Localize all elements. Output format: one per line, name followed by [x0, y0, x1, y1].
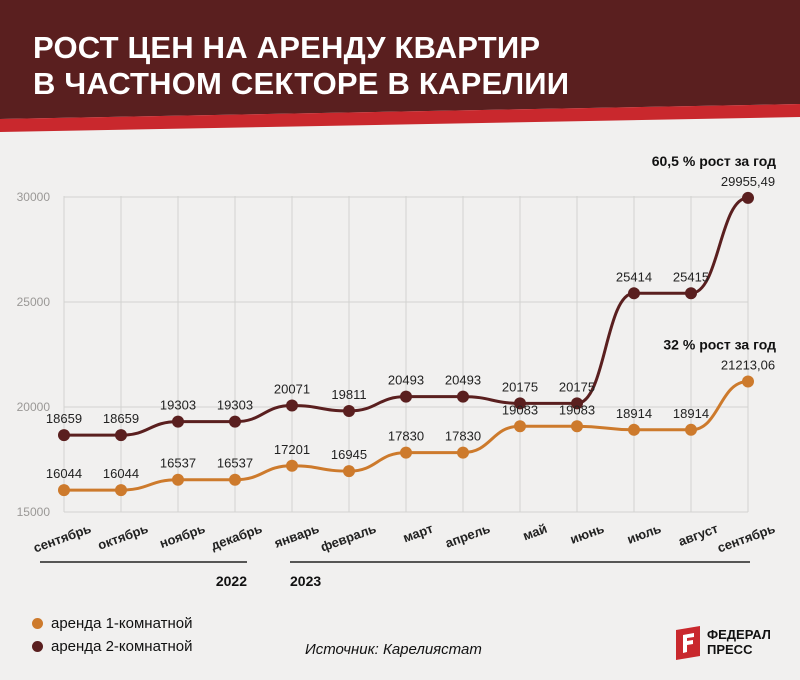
y-tick-label: 30000 [17, 190, 51, 204]
logo-line2: ПРЕСС [707, 642, 753, 657]
data-label-1room: 17201 [274, 442, 310, 457]
data-label-2room: 20493 [388, 373, 424, 388]
data-label-1room: 17830 [388, 429, 424, 444]
data-point-1room [742, 375, 754, 388]
grid-layer [63, 196, 749, 513]
x-tick-label: декабрь [209, 521, 264, 553]
legend-item-1room: аренда 1-комнатной [32, 612, 192, 635]
federal-press-logo-icon [676, 626, 700, 660]
x-tick-label: август [676, 521, 720, 549]
header-background [0, 0, 800, 132]
data-label-1room: 16537 [160, 456, 196, 471]
data-point-1room [115, 484, 127, 497]
data-label-2room: 19303 [217, 398, 253, 413]
data-point-2room [343, 404, 355, 417]
data-label-2room: 29955,49 [721, 174, 775, 189]
data-label-1room: 18914 [673, 406, 709, 421]
year-label: 2022 [216, 573, 247, 589]
legend-swatch-1room [32, 618, 43, 629]
x-tick-label: май [521, 521, 549, 544]
data-label-1room: 21213,06 [721, 358, 775, 373]
data-point-1room [343, 465, 355, 478]
data-label-1room: 16945 [331, 447, 367, 462]
data-point-1room [58, 484, 70, 497]
data-label-2room: 20493 [445, 373, 481, 388]
x-tick-label: ноябрь [158, 521, 207, 551]
x-tick-label: июнь [568, 521, 606, 547]
y-tick-label: 25000 [17, 295, 51, 309]
chart-title-line1: РОСТ ЦЕН НА АРЕНДУ КВАРТИР [33, 30, 541, 65]
x-tick-label: февраль [319, 521, 379, 555]
data-label-2room: 19303 [160, 398, 196, 413]
year-groups: 2022 2023 [40, 561, 750, 589]
data-label-2room: 18659 [46, 411, 82, 426]
legend-item-2room: аренда 2-комнатной [32, 635, 192, 658]
data-label-1room: 19083 [502, 402, 538, 417]
data-point-2room [685, 287, 697, 300]
legend-label-1room: аренда 1-комнатной [51, 615, 193, 632]
data-point-1room [229, 473, 241, 486]
data-point-1room [172, 473, 184, 486]
data-point-2room [628, 287, 640, 300]
chart-title-line2: В ЧАСТНОМ СЕКТОРЕ В КАРЕЛИИ [33, 66, 570, 101]
data-point-2room [742, 191, 754, 204]
header-banner: РОСТ ЦЕН НА АРЕНДУ КВАРТИР В ЧАСТНОМ СЕК… [0, 0, 800, 132]
data-point-2room [172, 415, 184, 428]
y-tick-label: 15000 [17, 505, 51, 519]
data-point-1room [457, 446, 469, 459]
data-point-1room [685, 423, 697, 436]
data-point-1room [514, 420, 526, 433]
growth-annotation-2room: 60,5 % рост за год [652, 153, 776, 169]
x-tick-label: апрель [443, 521, 492, 551]
x-axis-ticks: сентябрь октябрь ноябрь декабрь январьфеврал… [31, 521, 777, 556]
data-point-1room [571, 420, 583, 433]
data-label-2room: 18659 [103, 411, 139, 426]
data-point-2room [571, 397, 583, 410]
data-point-2room [58, 429, 70, 442]
data-point-1room [628, 423, 640, 436]
data-point-2room [457, 390, 469, 403]
chart-title: РОСТ ЦЕН НА АРЕНДУ КВАРТИР В ЧАСТНОМ СЕК… [33, 30, 569, 102]
data-label-1room: 17830 [445, 429, 481, 444]
year-label: 2023 [290, 573, 321, 589]
x-tick-label: январь [272, 521, 321, 551]
data-label-1room: 18914 [616, 406, 652, 421]
data-point-1room [400, 446, 412, 459]
legend: аренда 1-комнатной аренда 2-комнатной [32, 612, 192, 658]
data-label-2room: 20071 [274, 382, 310, 397]
data-label-2room: 19811 [331, 387, 366, 402]
x-tick-label: март [401, 521, 435, 546]
data-label-1room: 16537 [217, 456, 253, 471]
legend-label-2room: аренда 2-комнатной [51, 638, 193, 655]
data-label-2room: 25415 [673, 269, 709, 284]
legend-swatch-2room [32, 641, 43, 652]
logo-line1: ФЕДЕРАЛ [707, 627, 771, 642]
data-point-2room [115, 429, 127, 442]
data-label-2room: 20175 [502, 379, 538, 394]
data-point-1room [286, 459, 298, 472]
x-tick-label: июль [625, 521, 663, 547]
data-point-2room [286, 399, 298, 412]
growth-annotation-1room: 32 % рост за год [663, 337, 776, 353]
data-point-2room [229, 415, 241, 428]
data-label-2room: 25414 [616, 269, 652, 284]
x-tick-label: октябрь [96, 521, 150, 553]
y-tick-label: 20000 [17, 400, 51, 414]
data-point-2room [400, 390, 412, 403]
series-layer: 18659 18659 19303 19303 20071 19811 20493 20493… [46, 153, 776, 497]
data-label-1room: 16044 [46, 466, 82, 481]
header-dark-band [0, 0, 800, 119]
data-label-1room: 19083 [559, 402, 595, 417]
federal-press-logo: ФЕДЕРАЛ ПРЕСС [672, 624, 782, 664]
data-label-2room: 20175 [559, 379, 595, 394]
data-label-1room: 16044 [103, 466, 139, 481]
data-point-2room [514, 397, 526, 410]
x-tick-label: сентябрь [715, 521, 777, 556]
source-note: Источник: Карелиястат [305, 641, 482, 658]
header-red-stripe [0, 104, 800, 132]
y-axis-ticks: 15000 20000 25000 30000 [17, 190, 51, 519]
x-tick-label: сентябрь [31, 521, 93, 556]
logo-text: ФЕДЕРАЛ ПРЕСС [707, 627, 771, 657]
